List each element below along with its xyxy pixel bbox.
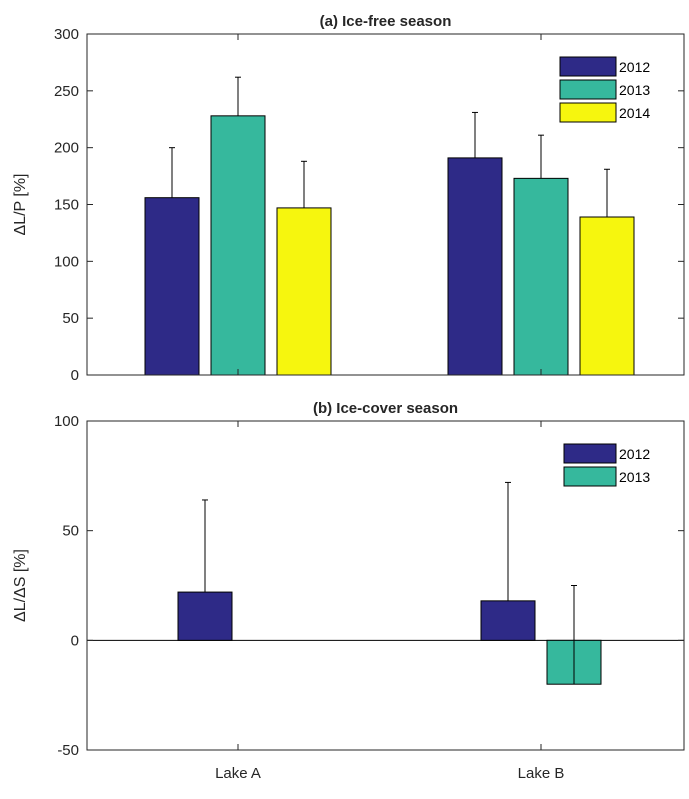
x-tick-label: Lake A [215, 765, 261, 782]
panel-a: (a) Ice-free season ΔL/P [%] 0 50 100 150 200 2… [12, 13, 685, 384]
axes-box [86, 420, 685, 751]
bar-2013-lake-a [210, 115, 266, 376]
y-axis-label: ΔL/P [%] [12, 174, 29, 236]
legend-label-2013: 2013 [619, 469, 650, 485]
y-tick-label: 150 [54, 197, 79, 214]
y-axis-label: ΔL/ΔS [%] [12, 549, 29, 622]
legend-label-2012: 2012 [619, 446, 650, 462]
legend-label-2012: 2012 [619, 59, 650, 75]
y-tick-label: 300 [54, 26, 79, 43]
bar-2014-lake-b [579, 216, 635, 376]
bar-2012-lake-a [144, 197, 200, 376]
bar-2013-lake-b [513, 177, 569, 376]
x-tick-label: Lake B [518, 765, 565, 782]
legend: 2012 2013 [563, 443, 650, 487]
bar-2012-lake-b [480, 600, 536, 641]
y-tick-label: -50 [57, 742, 79, 759]
legend-swatch-2013 [563, 466, 617, 487]
bar-2012-lake-b [447, 157, 503, 376]
legend-swatch-2012 [563, 443, 617, 464]
y-tick-label: 50 [62, 523, 79, 540]
legend-label-2014: 2014 [619, 105, 650, 121]
legend-swatch-2013 [559, 79, 617, 100]
y-tick-label: 100 [54, 253, 79, 270]
y-tick-label: 0 [71, 367, 79, 384]
chart-title: (a) Ice-free season [320, 13, 452, 30]
y-tick-label: 250 [54, 83, 79, 100]
bar-2014-lake-a [276, 207, 332, 376]
legend-swatch-2012 [559, 56, 617, 77]
chart-title: (b) Ice-cover season [313, 400, 458, 417]
legend-swatch-2014 [559, 102, 617, 123]
y-tick-label: 200 [54, 140, 79, 157]
bar-2012-lake-a [177, 591, 233, 641]
y-tick-label: 0 [71, 632, 79, 649]
y-tick-label: 50 [62, 310, 79, 327]
y-tick-label: 100 [54, 413, 79, 430]
panel-b: (b) Ice-cover season ΔL/ΔS [%] -50 0 50 100 La… [12, 400, 685, 782]
legend-label-2013: 2013 [619, 82, 650, 98]
legend: 2012 2013 2014 [559, 56, 650, 123]
